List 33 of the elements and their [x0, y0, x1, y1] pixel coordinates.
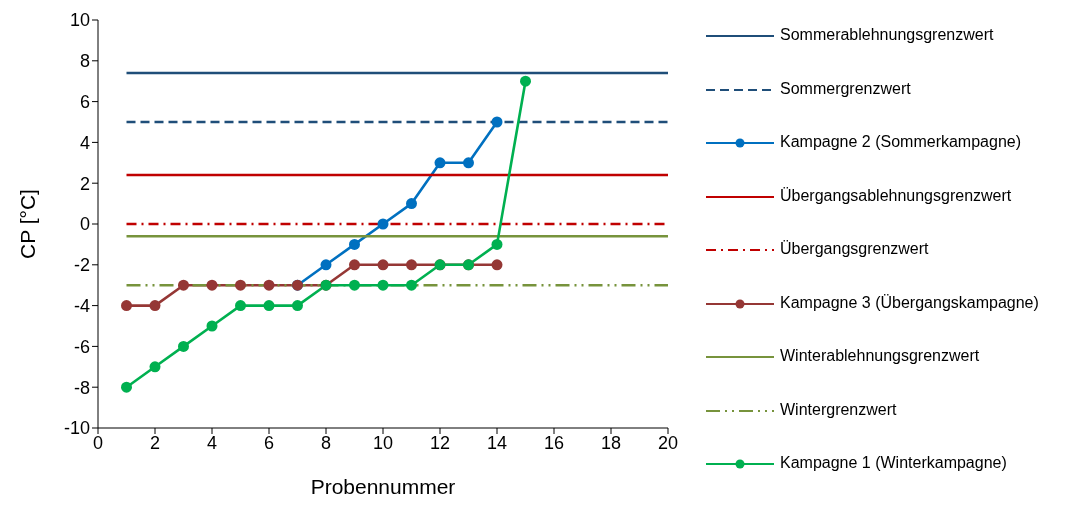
legend-label: Kampagne 3 (Übergangskampagne)	[780, 292, 1040, 313]
y-tick-label: 6	[79, 91, 90, 112]
y-tick-label: -8	[73, 377, 90, 398]
y-tick-label: 10	[69, 10, 90, 31]
legend-label: Kampagne 2 (Sommerkampagne)	[780, 132, 1022, 152]
y-axis-title: CP [°C]	[16, 189, 40, 259]
legend-label: Sommerablehnungsgrenzwert	[780, 25, 995, 45]
x-tick-label: 10	[372, 432, 394, 453]
legend-label: Wintergrenzwert	[780, 399, 898, 420]
y-tick-label: -2	[73, 255, 90, 276]
x-tick-label: 12	[429, 432, 451, 453]
legend-label: Winterablehnungsgrenzwert	[780, 346, 981, 366]
x-tick-label: 18	[600, 432, 622, 453]
x-tick-label: 4	[206, 432, 218, 453]
legend-label: Übergangsgrenzwert	[780, 239, 930, 259]
legend-label: Übergangsablehnungsgrenzwert	[780, 185, 1013, 206]
x-tick-label: 16	[543, 432, 565, 453]
x-tick-label: 20	[657, 432, 679, 453]
legend-label: Kampagne 1 (Winterkampagne)	[780, 453, 1008, 473]
y-tick-label: 4	[79, 132, 90, 153]
y-tick-label: 8	[79, 51, 90, 72]
x-tick-label: 6	[263, 432, 275, 453]
legend-label: Sommergrenzwert	[780, 78, 912, 99]
y-tick-label: -10	[63, 418, 90, 439]
y-tick-label: 2	[79, 173, 90, 194]
x-tick-label: 8	[320, 432, 332, 453]
y-tick-label: -4	[73, 295, 90, 316]
x-axis-title: Probennummer	[310, 475, 456, 498]
y-tick-label: 0	[79, 214, 90, 235]
x-tick-label: 14	[486, 432, 508, 453]
x-tick-label: 2	[149, 432, 161, 453]
x-tick-label: 0	[92, 432, 104, 453]
y-tick-label: -6	[73, 336, 90, 357]
